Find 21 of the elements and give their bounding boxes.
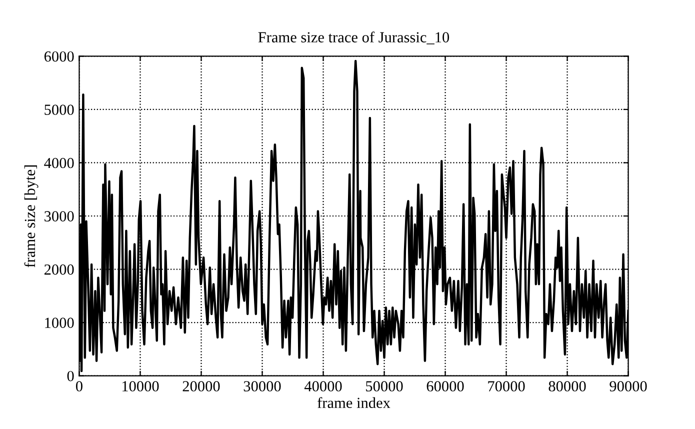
- x-tick-label: 90000: [610, 381, 647, 392]
- chart-title: Frame size trace of Jurassic_10: [258, 32, 450, 44]
- x-tick-label: 80000: [548, 381, 586, 392]
- x-axis-title: frame index: [318, 397, 390, 408]
- x-tick-label: 20000: [182, 381, 220, 392]
- x-tick-label: 10000: [122, 381, 159, 392]
- y-tick-label: 5000: [44, 104, 74, 115]
- y-tick-label: 4000: [44, 158, 74, 168]
- y-tick-label: 2000: [44, 264, 74, 275]
- y-tick-label: 3000: [44, 211, 74, 222]
- y-tick-label: 0: [67, 370, 74, 382]
- y-tick-label: 6000: [44, 51, 74, 62]
- y-tick-label: 1000: [45, 318, 74, 328]
- x-tick-label: 0: [76, 381, 82, 392]
- x-tick-label: 40000: [304, 381, 342, 392]
- x-tick-label: 30000: [244, 381, 281, 392]
- line-series: [79, 60, 628, 372]
- x-tick-label: 50000: [366, 381, 403, 392]
- x-tick-label: 70000: [488, 381, 525, 392]
- x-tick-label: 60000: [426, 381, 464, 392]
- y-axis-title: frame size [byte]: [24, 165, 38, 268]
